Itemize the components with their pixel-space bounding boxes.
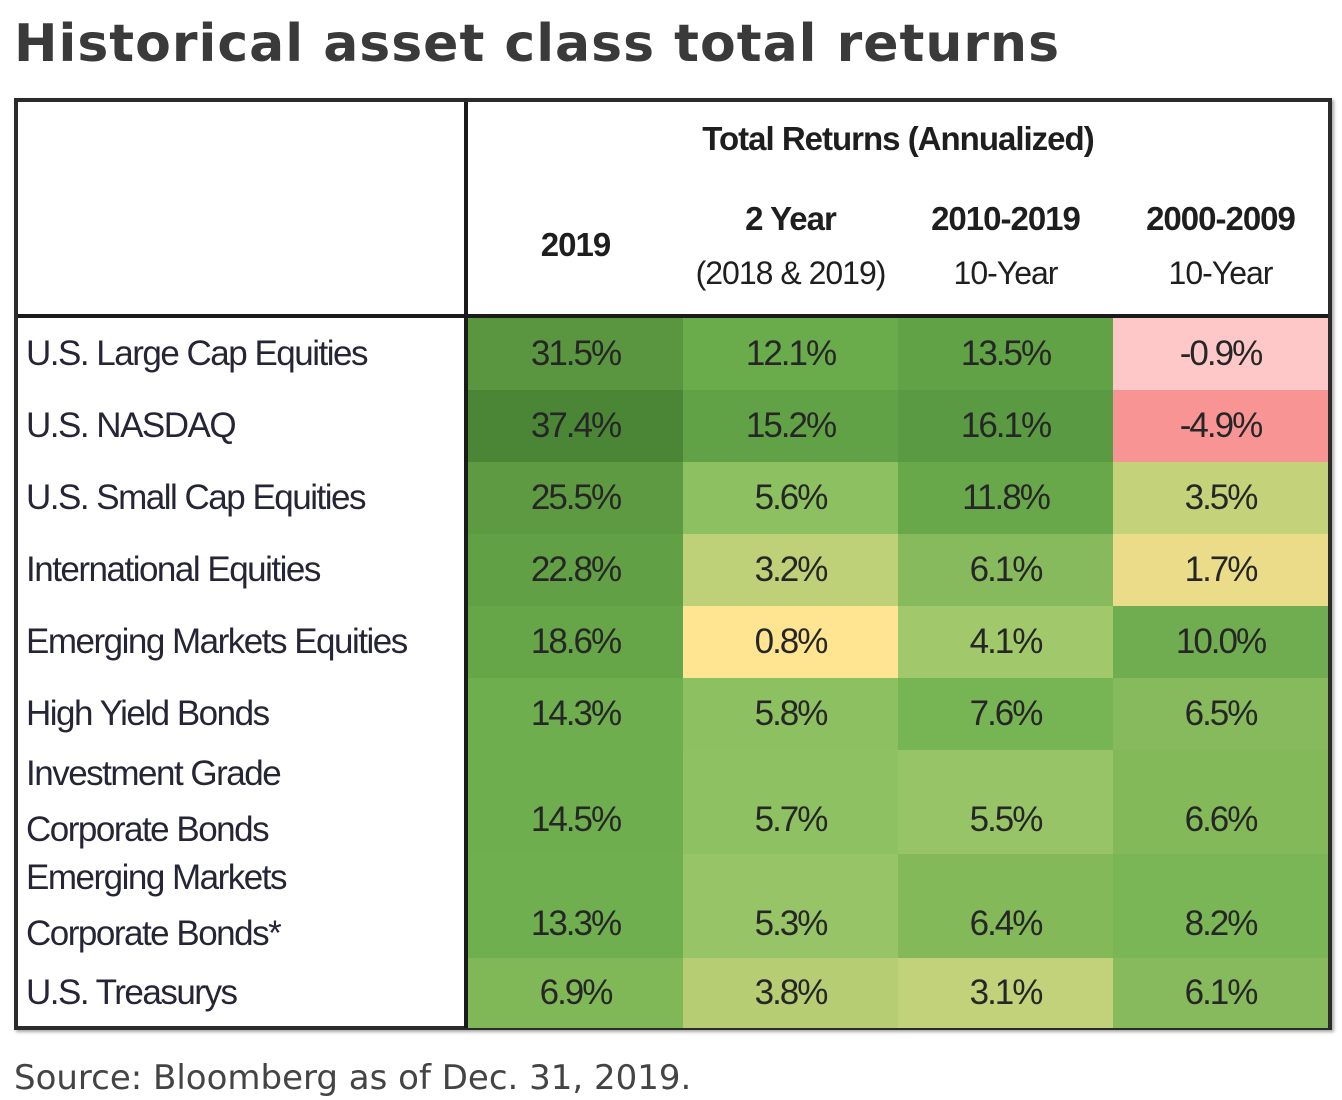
return-cell: -4.9% <box>1113 390 1328 462</box>
return-cell: 3.8% <box>683 958 898 1028</box>
return-cell: 13.3% <box>468 854 683 958</box>
return-cell: 7.6% <box>898 678 1113 750</box>
return-cell: 14.5% <box>468 750 683 854</box>
row-label: U.S. Large Cap Equities <box>26 334 368 373</box>
return-cell: 6.6% <box>1113 750 1328 854</box>
column-header-3: 2010-2019 10-Year <box>898 192 1113 300</box>
return-cell: 37.4% <box>468 390 683 462</box>
return-cell: 12.1% <box>683 318 898 390</box>
table-body: U.S. Large Cap Equities 31.5% 12.1% 13.5% -0… <box>18 318 1328 1028</box>
return-cell: -0.9% <box>1113 318 1328 390</box>
group-header: Total Returns (Annualized) <box>702 120 1094 157</box>
return-cell: 25.5% <box>468 462 683 534</box>
return-cell: 5.3% <box>683 854 898 958</box>
return-cell: 14.3% <box>468 678 683 750</box>
row-label: U.S. Treasurys <box>26 973 238 1012</box>
return-cell: 8.2% <box>1113 854 1328 958</box>
return-cell: 6.9% <box>468 958 683 1028</box>
return-cell: 22.8% <box>468 534 683 606</box>
column-header-label: 2 Year <box>745 200 837 237</box>
column-header-label: 2019 <box>540 226 611 263</box>
column-header-4: 2000-2009 10-Year <box>1113 192 1328 300</box>
return-cell: 3.5% <box>1113 462 1328 534</box>
return-cell: 15.2% <box>683 390 898 462</box>
source-note: Source: Bloomberg as of Dec. 31, 2019. <box>14 1058 692 1098</box>
return-cell: 1.7% <box>1113 534 1328 606</box>
return-cell: 13.5% <box>898 318 1113 390</box>
row-label: Emerging Markets Corporate Bonds* <box>26 858 287 953</box>
return-cell: 5.6% <box>683 462 898 534</box>
return-cell: 6.1% <box>1113 958 1328 1028</box>
return-cell: 6.5% <box>1113 678 1328 750</box>
row-label: High Yield Bonds <box>26 694 270 733</box>
return-cell: 6.4% <box>898 854 1113 958</box>
return-cell: 4.1% <box>898 606 1113 678</box>
column-header-sublabel: 10-Year <box>953 255 1059 291</box>
column-header-sublabel: 10-Year <box>1168 255 1274 291</box>
return-cell: 5.8% <box>683 678 898 750</box>
column-header-label: 2010-2019 <box>931 200 1081 237</box>
row-label: Investment Grade Corporate Bonds <box>26 754 282 849</box>
return-cell: 3.2% <box>683 534 898 606</box>
return-cell: 6.1% <box>898 534 1113 606</box>
return-cell: 11.8% <box>898 462 1113 534</box>
return-cell: 5.7% <box>683 750 898 854</box>
row-label: International Equities <box>26 550 321 589</box>
return-cell: 0.8% <box>683 606 898 678</box>
row-label: Emerging Markets Equities <box>26 622 408 661</box>
column-header-sublabel: (2018 & 2019) <box>695 255 887 291</box>
table-header: Total Returns (Annualized) 2019 2 Year (20… <box>18 102 1328 318</box>
row-label: U.S. Small Cap Equities <box>26 478 366 517</box>
column-header-label: 2000-2009 <box>1146 200 1296 237</box>
returns-table: Total Returns (Annualized) 2019 2 Year (20… <box>14 98 1332 1030</box>
return-cell: 31.5% <box>468 318 683 390</box>
return-cell: 18.6% <box>468 606 683 678</box>
row-label: U.S. NASDAQ <box>26 406 237 445</box>
return-cell: 16.1% <box>898 390 1113 462</box>
return-cell: 10.0% <box>1113 606 1328 678</box>
column-header-2: 2 Year (2018 & 2019) <box>683 192 898 300</box>
return-cell: 5.5% <box>898 750 1113 854</box>
row-label-column <box>18 318 468 1028</box>
page-title: Historical asset class total returns <box>14 14 1061 74</box>
return-cell: 3.1% <box>898 958 1113 1028</box>
column-header-1: 2019 <box>468 218 683 272</box>
header-corner-cell <box>18 102 468 314</box>
